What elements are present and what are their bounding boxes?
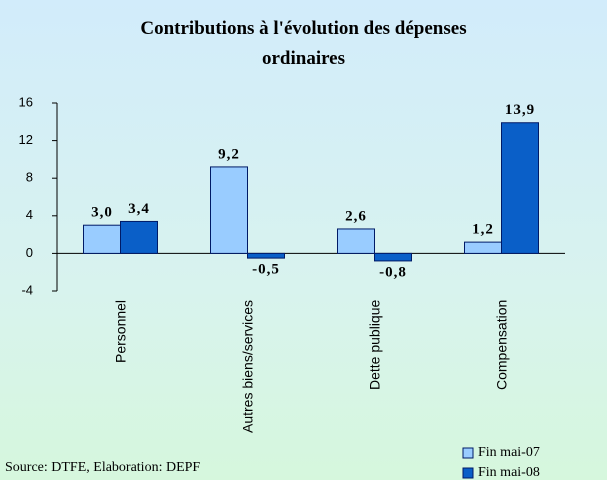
x-tick-label: Compensation: [493, 300, 509, 391]
y-tick-label: 4: [26, 207, 33, 222]
x-tick-label: Personnel: [112, 300, 128, 364]
bar: [464, 241, 502, 254]
bar: [83, 224, 121, 254]
y-tick-label: 12: [19, 132, 33, 147]
legend-swatch: [462, 467, 474, 479]
bar: [247, 252, 285, 259]
legend-label: Fin mai-07: [478, 445, 540, 460]
legend-label: Fin mai-08: [478, 465, 540, 480]
value-label: 2,6: [345, 208, 367, 224]
source: Source: DTFE, Elaboration: DEPF: [5, 460, 200, 475]
bar: [120, 220, 158, 254]
value-label: 1,2: [472, 222, 494, 238]
value-label: -0,8: [379, 264, 407, 280]
bar: [501, 122, 539, 254]
bar: [337, 228, 375, 254]
title-box: Contributions à l'évolution des dépenses…: [140, 18, 467, 69]
y-tick-label: 8: [26, 170, 33, 185]
chart-title: Contributions à l'évolution des dépenses…: [140, 18, 467, 69]
bar: [210, 166, 248, 254]
y-tick-label: 16: [19, 94, 33, 109]
value-label: -0,5: [252, 262, 280, 278]
value-label: 3,0: [91, 205, 113, 221]
y-tick-label: 0: [26, 245, 33, 260]
value-label: 3,4: [128, 201, 150, 217]
x-tick-label: Dette publique: [366, 300, 382, 391]
legend-swatch: [462, 447, 474, 459]
bar: [374, 252, 412, 262]
x-tick-label: Autres biens/services: [239, 300, 255, 434]
y-tick-label: -4: [21, 282, 33, 297]
value-label: 13,9: [505, 102, 535, 118]
value-label: 9,2: [218, 146, 240, 162]
